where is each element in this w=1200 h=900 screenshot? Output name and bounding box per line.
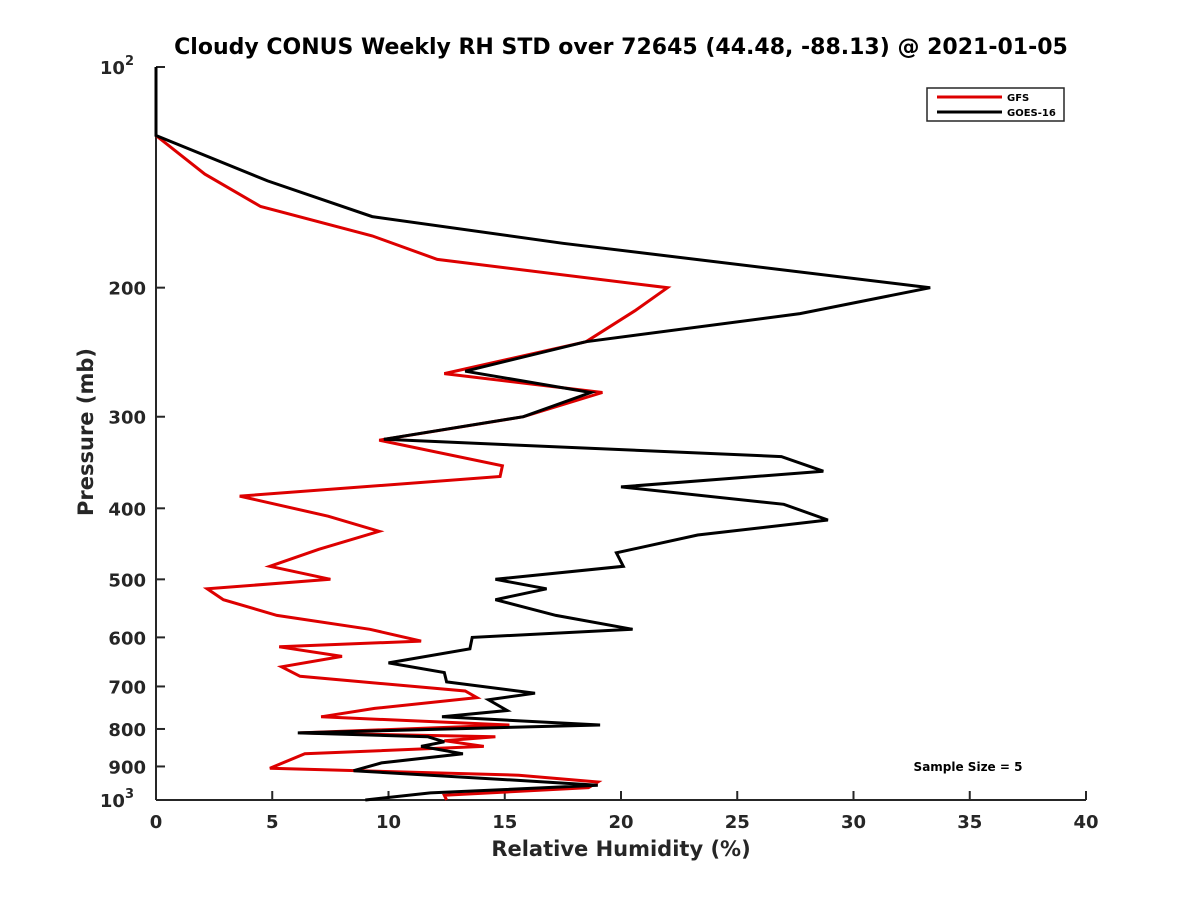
y-tick-label: 800 — [108, 720, 146, 741]
x-tick-label: 20 — [608, 812, 633, 833]
x-tick-label: 15 — [492, 812, 517, 833]
legend-label: GFS — [1007, 93, 1029, 104]
legend-label: GOES-16 — [1007, 108, 1056, 119]
y-tick-label: 600 — [108, 628, 146, 649]
legend-box — [926, 87, 1065, 122]
series-line-goes-16 — [154, 67, 931, 802]
x-tick-label: 0 — [150, 812, 163, 833]
y-tick-label: 200 — [108, 279, 146, 300]
y-tick-label: 300 — [108, 408, 146, 429]
legend: GFS GOES-16 — [926, 87, 1065, 122]
y-tick-exponent: 3 — [125, 787, 134, 802]
sample-size-annotation: Sample Size = 5 — [914, 760, 1023, 774]
x-tick-label: 35 — [957, 812, 982, 833]
series-layer — [154, 67, 931, 802]
y-tick-label: 500 — [108, 570, 146, 591]
x-axis-label: Relative Humidity (%) — [491, 837, 750, 861]
y-tick-label: 102 — [100, 54, 134, 79]
y-tick-label: 400 — [108, 499, 146, 520]
y-tick-label: 700 — [108, 677, 146, 698]
x-tick-label: 25 — [725, 812, 750, 833]
series-line-gfs — [154, 67, 672, 801]
axes: 0 5 10 15 20 25 30 35 40 102 200 300 400 500 600 700 800… — [100, 54, 1099, 833]
y-tick-label: 900 — [108, 757, 146, 778]
x-tick-label: 30 — [841, 812, 866, 833]
x-tick-label: 10 — [376, 812, 401, 833]
x-tick-label: 40 — [1073, 812, 1098, 833]
y-tick-label: 103 — [100, 787, 134, 812]
chart-title: Cloudy CONUS Weekly RH STD over 72645 (4… — [174, 35, 1068, 60]
y-tick-exponent: 2 — [125, 54, 134, 69]
x-tick-label: 5 — [266, 812, 279, 833]
y-axis-label: Pressure (mb) — [74, 348, 98, 516]
